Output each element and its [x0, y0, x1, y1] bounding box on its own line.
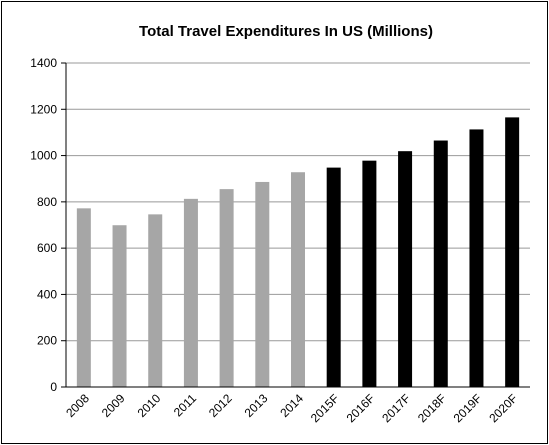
y-tick-label: 1000 — [30, 149, 57, 163]
x-tick-label: 2011 — [171, 391, 199, 419]
x-tick-label: 2016F — [344, 391, 378, 425]
x-tick-label: 2009 — [99, 391, 128, 420]
y-tick-label: 600 — [37, 241, 57, 255]
x-tick-label: 2017F — [379, 391, 413, 425]
bar-2012 — [219, 189, 234, 387]
chart-title: Total Travel Expenditures In US (Million… — [139, 23, 433, 40]
bar-2011 — [183, 198, 198, 387]
x-tick-label: 2013 — [242, 391, 271, 420]
y-axis-ticks: 0 200 400 600 800 1000 1200 1400 — [30, 56, 66, 394]
bar-2015F — [326, 167, 341, 387]
x-tick-label: 2020F — [486, 391, 520, 425]
bar-2010 — [148, 214, 163, 387]
bar-2019F — [469, 129, 484, 388]
bar-2017F — [398, 151, 413, 387]
y-tick-label: 200 — [37, 334, 57, 348]
x-tick-label: 2010 — [135, 391, 164, 420]
y-tick-label: 400 — [37, 287, 57, 301]
bar-2014 — [291, 172, 305, 387]
x-tick-label: 2012 — [206, 391, 235, 420]
bars — [76, 117, 520, 388]
x-tick-label: 2008 — [63, 391, 92, 420]
x-tick-label: 2018F — [415, 391, 449, 425]
bar-2018F — [433, 140, 448, 387]
y-tick-label: 1400 — [30, 56, 57, 70]
bar-2008 — [76, 208, 91, 387]
x-axis-ticks: 2008 2009 2010 2011 2012 2013 2014 2015F 2016F 20… — [63, 391, 520, 425]
x-tick-label: 2015F — [308, 391, 342, 425]
bar-2013 — [255, 181, 270, 387]
gridlines — [66, 62, 530, 342]
x-tick-label: 2019F — [451, 391, 485, 425]
x-tick-label: 2014 — [277, 391, 306, 420]
bar-2020F — [505, 117, 520, 387]
bar-2016F — [362, 160, 377, 387]
y-tick-label: 0 — [50, 380, 57, 394]
y-tick-label: 800 — [37, 195, 57, 209]
bar-2009 — [112, 225, 127, 387]
y-tick-label: 1200 — [30, 102, 57, 116]
